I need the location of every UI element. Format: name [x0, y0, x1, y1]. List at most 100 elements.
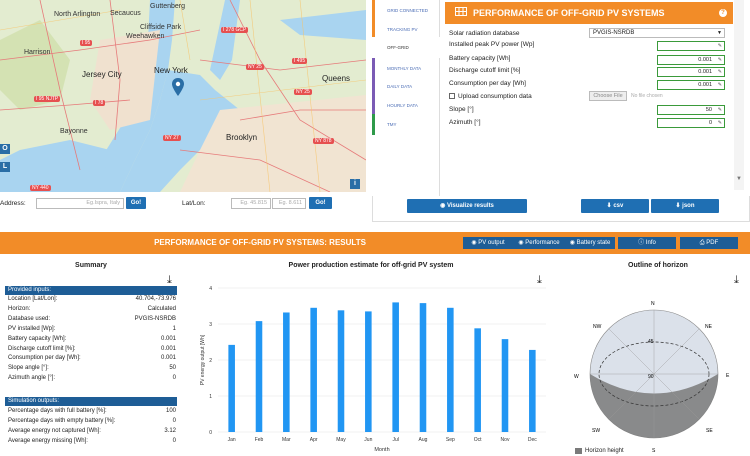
highway-shield: I 95 NJTP	[34, 96, 61, 102]
eye-icon: ◉	[471, 240, 479, 246]
battery-state-button[interactable]: ◉ Battery state	[565, 237, 615, 249]
discharge-value: 0.001	[698, 69, 712, 75]
slope-input[interactable]: 50 ✎	[657, 105, 725, 115]
tab-monthly-data[interactable]: MONTHLY DATA	[372, 58, 440, 79]
x-tick-label: May	[336, 437, 346, 443]
download-icon[interactable]: ⤓	[537, 274, 542, 286]
bar	[501, 339, 509, 432]
highway-shield: NY 440	[30, 185, 51, 191]
csv-label: csv	[613, 203, 624, 209]
y-tick-label: 1	[209, 394, 212, 400]
stepper-icon[interactable]: ✎	[717, 120, 722, 126]
summary-value: 40.704,-73.976	[135, 296, 176, 302]
summary-key: Slope angle [°]:	[8, 365, 49, 372]
summary-value: 0	[172, 375, 176, 382]
map-info-icon[interactable]: i	[350, 179, 360, 189]
tab-daily-data[interactable]: DAILY DATA	[372, 76, 440, 97]
solar-panel-icon	[455, 7, 467, 16]
lat-input[interactable]: Eg. 45.815	[231, 198, 271, 209]
x-tick-label: Jul	[392, 437, 398, 443]
performance-label: Performance	[525, 240, 560, 246]
highway-shield: NY 25	[246, 64, 264, 70]
form-scrollbar[interactable]	[734, 0, 744, 190]
dir-w: W	[574, 374, 579, 380]
discharge-input[interactable]: 0.001 ✎	[657, 67, 725, 77]
ring-90: 90	[648, 374, 654, 380]
bar	[419, 303, 427, 432]
address-bar: Address: Eg.Ispra, Italy Go! Lat/Lon: Eg…	[0, 196, 366, 216]
consumption-value: 0.001	[698, 82, 712, 88]
scroll-down-icon[interactable]: ▼	[736, 176, 742, 182]
x-tick-label: Sep	[446, 437, 455, 443]
pv-output-label: PV output	[478, 240, 505, 246]
latlon-go-button[interactable]: Go!	[309, 197, 332, 209]
y-tick-label: 0	[209, 430, 212, 436]
map-label: Bayonne	[60, 128, 88, 135]
summary-row: Azimuth angle [°]: 0	[8, 374, 176, 383]
printer-icon: ⎙	[699, 240, 707, 246]
download-icon[interactable]: ⤓	[167, 274, 172, 286]
x-tick-label: Mar	[282, 437, 291, 443]
eye-icon: ◉	[440, 203, 447, 209]
download-icon: ⬇	[606, 203, 614, 209]
summary-value: 0	[172, 417, 176, 424]
zoom-in-button[interactable]: O	[0, 144, 10, 154]
tab-off-grid[interactable]: OFF-GRID	[372, 37, 440, 58]
tab-tmy[interactable]: TMY	[372, 114, 440, 135]
consumption-input[interactable]: 0.001 ✎	[657, 80, 725, 90]
tab-grid-connected[interactable]: GRID CONNECTED	[372, 0, 440, 21]
summary-key: Discharge cutoff limit [%]:	[8, 345, 76, 352]
map[interactable]: North Arlington Secaucus Guttenberg Clif…	[0, 0, 366, 192]
map-label: Weehawken	[126, 33, 165, 40]
tab-tracking-pv[interactable]: TRACKING PV	[372, 19, 440, 40]
download-icon[interactable]: ⤓	[734, 274, 739, 286]
pdf-button[interactable]: ⎙ PDF	[680, 237, 738, 249]
address-go-button[interactable]: Go!	[126, 197, 146, 209]
visualize-button[interactable]: ◉ Visualize results	[407, 199, 527, 213]
address-input[interactable]: Eg.Ispra, Italy	[36, 198, 124, 209]
map-label: Brooklyn	[226, 133, 258, 142]
highway-shield: NY 25	[294, 89, 312, 95]
stepper-icon[interactable]: ✎	[717, 57, 722, 63]
summary-key: Percentage days with full battery [%]:	[8, 408, 107, 414]
dir-e: E	[726, 373, 730, 379]
x-tick-label: Jun	[364, 437, 372, 443]
json-button[interactable]: ⬇ json	[651, 199, 719, 213]
x-tick-label: Feb	[255, 437, 264, 443]
map-label: North Arlington	[54, 11, 101, 18]
peak-power-input[interactable]: ✎	[657, 41, 725, 51]
azimuth-input[interactable]: 0 ✎	[657, 118, 725, 128]
stepper-icon[interactable]: ✎	[717, 107, 722, 113]
stepper-icon[interactable]: ✎	[717, 69, 722, 75]
action-bar: ◉ Visualize results ⬇ csv ⬇ json	[372, 196, 750, 222]
latlon-label: Lat/Lon:	[182, 200, 206, 207]
map-marker-icon[interactable]	[172, 78, 184, 96]
info-button[interactable]: ⓘ Info	[618, 237, 676, 249]
performance-button[interactable]: ◉ Performance	[513, 237, 565, 249]
tab-hourly-data[interactable]: HOURLY DATA	[372, 95, 440, 116]
pv-output-button[interactable]: ◉ PV output	[463, 237, 513, 249]
csv-button[interactable]: ⬇ csv	[581, 199, 649, 213]
map-label: Harrison	[24, 49, 51, 56]
map-label: Secaucus	[110, 10, 141, 17]
stepper-icon[interactable]: ✎	[717, 82, 722, 88]
battery-input[interactable]: 0.001 ✎	[657, 55, 725, 65]
summary-key: Database used:	[8, 315, 51, 322]
dir-s: S	[652, 448, 656, 454]
upload-checkbox[interactable]	[449, 93, 455, 99]
solar-db-select[interactable]: PVGIS-NSRDB ▼	[589, 28, 725, 38]
summary-value: 100	[165, 408, 176, 414]
battery-value: 0.001	[698, 57, 712, 63]
offgrid-form: PERFORMANCE OF OFF-GRID PV SYSTEMS ? Sol…	[445, 0, 745, 196]
slope-value: 50	[705, 107, 712, 113]
stepper-icon[interactable]: ✎	[717, 43, 722, 49]
zoom-out-button[interactable]: L	[0, 162, 10, 172]
dir-n: N	[651, 301, 655, 307]
choose-file-button[interactable]: Choose File	[589, 91, 627, 101]
summary-row: Discharge cutoff limit [%]: 0.001	[8, 345, 176, 354]
horizon-title: Outline of horizon	[628, 262, 688, 269]
lon-input[interactable]: Eg. 8.611	[272, 198, 306, 209]
y-tick-label: 4	[209, 286, 212, 292]
bar	[474, 328, 481, 432]
help-icon[interactable]: ?	[719, 9, 727, 17]
